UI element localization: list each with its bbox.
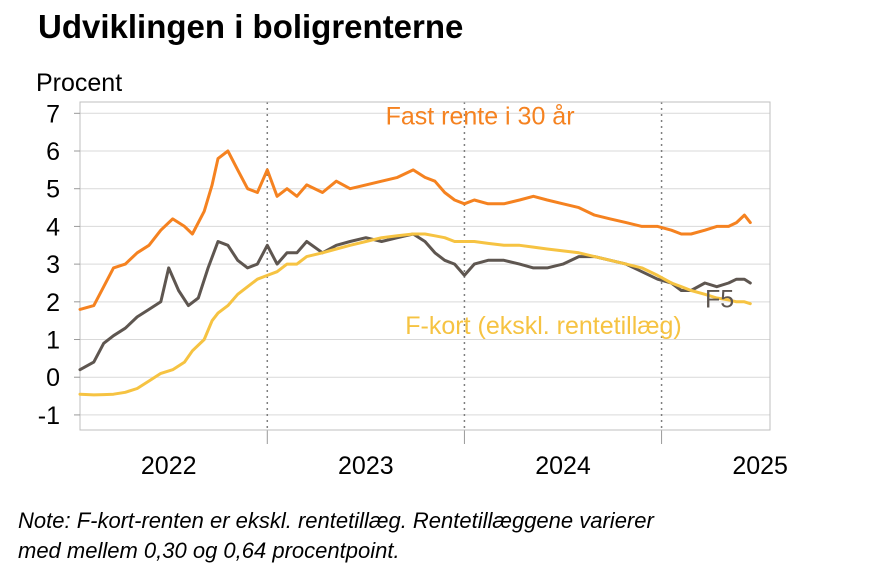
- x-tick-label-3: 2025: [732, 452, 788, 480]
- plot-area: [79, 101, 771, 431]
- footnote: Note: F-kort-renten er ekskl. rentetillæ…: [18, 506, 868, 566]
- series-annotations: Fast rente i 30 år F-kort (ekskl. renteti…: [386, 103, 735, 340]
- y-tick-label-5: 4: [46, 213, 60, 241]
- y-axis-ticks: -1 0 1 2 3 4 5 6 7: [38, 100, 80, 430]
- footnote-line-1: Note: F-kort-renten er ekskl. rentetillæ…: [18, 508, 654, 533]
- series-line-0: [78, 149, 752, 311]
- y-tick-label-3: 2: [46, 289, 60, 317]
- period-separators: [266, 102, 663, 444]
- x-tick-label-0: 2022: [141, 452, 197, 480]
- y-tick-label-6: 5: [46, 176, 60, 204]
- y-tick-label-1: 0: [46, 364, 60, 392]
- x-tick-label-1: 2023: [338, 452, 394, 480]
- footnote-line-2: med mellem 0,30 og 0,64 procentpoint.: [18, 538, 400, 563]
- x-axis-ticks: 2022 2023 2024 2025: [141, 452, 788, 480]
- series-lines: [78, 149, 752, 397]
- y-tick-label-7: 6: [46, 138, 60, 166]
- series-label-0: Fast rente i 30 år: [386, 103, 575, 131]
- y-tick-label-2: 1: [46, 327, 60, 355]
- series-label-2: F5: [705, 285, 734, 313]
- y-axis-label: Procent: [36, 69, 122, 97]
- series-line-2: [78, 232, 752, 397]
- y-tick-label-0: -1: [38, 402, 60, 430]
- series-line-1: [78, 232, 752, 372]
- y-tick-label-8: 7: [46, 100, 60, 128]
- chart-title: Udviklingen i boligrenterne: [38, 8, 464, 45]
- x-tick-label-2: 2024: [535, 452, 591, 480]
- series-label-1: F-kort (ekskl. rentetillæg): [405, 312, 681, 340]
- line-chart: Procent -1 0 1 2 3 4 5 6 7 2022 2023 2024 2025 Fast…: [36, 69, 788, 480]
- gridlines: [80, 112, 770, 416]
- y-tick-label-4: 3: [46, 251, 60, 279]
